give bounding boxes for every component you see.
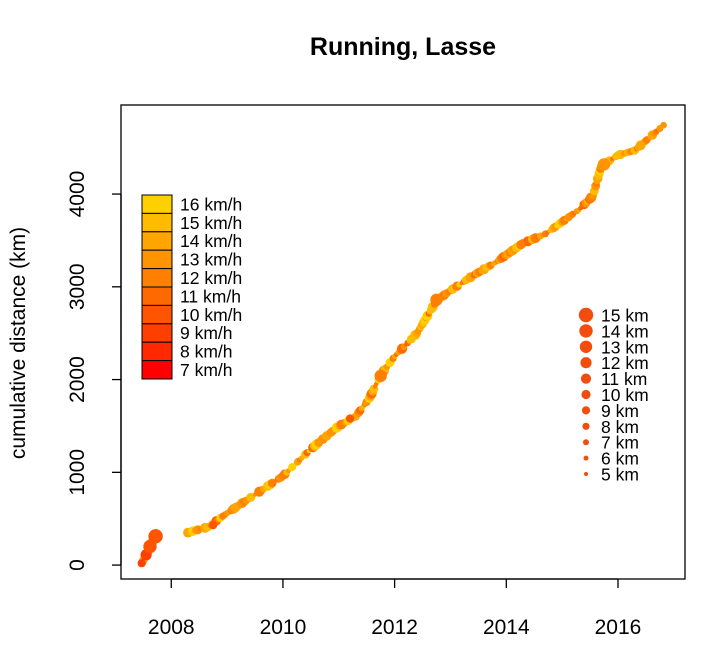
size-legend-dot (583, 439, 589, 446)
size-legend-label: 10 km (601, 385, 649, 405)
notable-run-0 (137, 559, 146, 568)
size-legend-dot (580, 373, 592, 384)
size-legend-label: 5 km (601, 465, 639, 485)
size-legend-dot (579, 340, 593, 353)
size-legend-label: 8 km (601, 417, 639, 437)
size-legend-label: 12 km (601, 353, 649, 373)
speed-legend-label: 13 km/h (180, 250, 242, 270)
x-tick-label: 2010 (260, 616, 307, 639)
speed-legend-label: 7 km/h (180, 360, 233, 380)
run-point-261 (660, 121, 667, 129)
speed-legend-label: 16 km/h (180, 194, 242, 214)
size-legend-dot (584, 472, 588, 476)
speed-legend-swatch (141, 360, 173, 380)
size-legend-dot (580, 357, 592, 369)
notable-run-4 (209, 521, 218, 530)
y-tick-label: 3000 (66, 263, 89, 310)
size-legend-label: 15 km (601, 306, 649, 326)
x-tick-label: 2012 (371, 616, 418, 639)
speed-legend-label: 12 km/h (180, 268, 242, 288)
y-tick-label: 1000 (66, 449, 89, 496)
speed-legend-label: 11 km/h (180, 286, 241, 306)
speed-legend-label: 14 km/h (180, 231, 242, 251)
size-legend-dot (583, 455, 589, 461)
notable-run-5 (345, 414, 355, 423)
size-legend-label: 13 km (601, 337, 649, 357)
y-axis: 0 1000 2000 3000 4000 (66, 171, 122, 571)
x-tick-label: 2008 (148, 616, 195, 639)
x-tick-label: 2016 (595, 616, 642, 639)
notable-run-3 (148, 529, 163, 544)
size-legend-label: 14 km (601, 321, 649, 341)
speed-legend-swatch (141, 231, 173, 251)
chart-title: Running, Lasse (310, 33, 496, 61)
speed-legend-swatch (141, 341, 173, 362)
size-legend-dot (581, 389, 591, 400)
size-legend-dot (578, 307, 594, 323)
speed-legend-swatch (141, 304, 173, 325)
size-legend-label: 7 km (601, 433, 639, 453)
speed-legend: 16 km/h15 km/h14 km/h13 km/h12 km/h11 km… (141, 194, 242, 380)
speed-legend-swatch (141, 212, 173, 233)
size-legend-label: 11 km (601, 369, 647, 389)
y-axis-label: cumulative distance (km) (7, 227, 30, 459)
x-tick-label: 2014 (483, 616, 530, 639)
speed-legend-label: 9 km/h (180, 323, 233, 343)
notable-run-2 (143, 539, 157, 554)
notable-run-8 (597, 158, 611, 171)
speed-legend-swatch (141, 194, 173, 214)
y-tick-label: 2000 (66, 356, 89, 403)
speed-legend-swatch (141, 323, 173, 343)
y-tick-label: 0 (66, 559, 89, 571)
speed-legend-swatch (141, 286, 173, 306)
size-legend-dot (581, 406, 591, 415)
size-legend-dot (579, 324, 593, 338)
speed-legend-label: 15 km/h (180, 213, 242, 233)
size-legend-label: 9 km (601, 401, 639, 421)
size-legend-dot (582, 422, 590, 430)
speed-legend-label: 10 km/h (180, 305, 242, 325)
notable-run-7 (430, 293, 443, 306)
speed-legend-swatch (141, 268, 173, 288)
speed-legend-swatch (141, 249, 173, 270)
y-tick-label: 4000 (66, 171, 89, 218)
data-points (137, 121, 667, 568)
x-axis: 2008 2010 2012 2014 2016 (148, 578, 642, 639)
size-legend-label: 6 km (601, 449, 639, 469)
speed-legend-label: 8 km/h (180, 342, 233, 362)
notable-run-6 (374, 369, 387, 383)
